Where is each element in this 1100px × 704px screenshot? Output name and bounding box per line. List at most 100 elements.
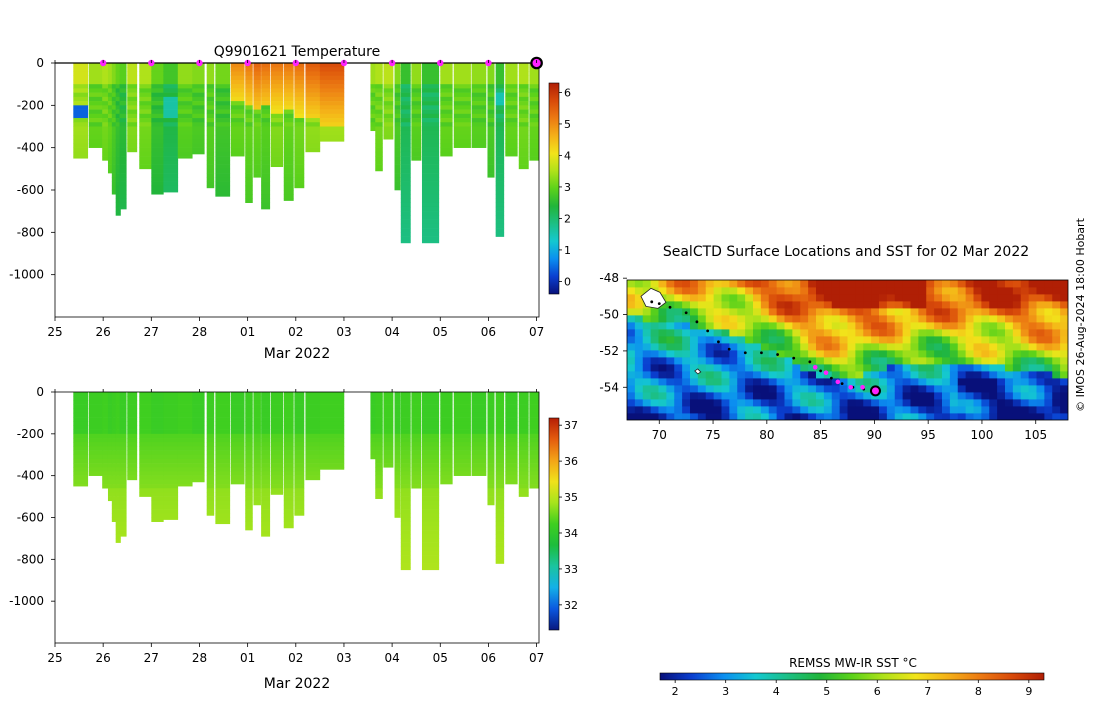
salinity-cell <box>400 517 411 522</box>
salinity-cell <box>115 479 121 485</box>
salinity-cell <box>383 404 394 410</box>
temperature-cell <box>411 92 422 98</box>
salinity-cell <box>370 433 376 439</box>
sst-cell <box>650 280 659 288</box>
salinity-cell <box>270 446 284 451</box>
sst-cell <box>627 378 636 386</box>
salinity-cell <box>245 396 253 401</box>
temperature-cell <box>206 168 215 174</box>
x-tick-label: 26 <box>96 651 111 665</box>
salinity-cell <box>283 509 294 514</box>
temperature-cell <box>107 151 114 157</box>
temperature-cell <box>253 122 261 127</box>
salinity-cell <box>215 471 231 476</box>
track-point <box>695 320 699 324</box>
salinity-cell <box>394 446 401 451</box>
salinity-cell <box>421 438 440 443</box>
sst-cell <box>634 336 644 344</box>
sst-cell <box>934 406 943 414</box>
salinity-heatmap <box>73 392 539 571</box>
salinity-cell <box>440 429 453 435</box>
temperature-cell <box>518 88 529 93</box>
sst-cell <box>997 371 1006 379</box>
salinity-cell <box>253 484 261 489</box>
salinity-cell <box>119 442 127 447</box>
sst-cell <box>989 385 998 393</box>
salinity-cell <box>495 400 505 405</box>
sst-cell <box>855 378 864 386</box>
salinity-cell <box>230 475 245 481</box>
salinity-cell <box>305 400 321 405</box>
sst-cell <box>776 322 785 330</box>
sst-cell <box>816 399 825 407</box>
temperature-cell <box>253 92 261 98</box>
temperature-cell <box>375 101 383 106</box>
salinity-cell <box>394 400 401 405</box>
temperature-cell <box>151 190 164 195</box>
temperature-cell <box>375 96 383 102</box>
temperature-cell <box>177 101 193 106</box>
sst-cell <box>658 357 667 365</box>
salinity-cell <box>529 429 539 435</box>
temperature-cell <box>440 79 453 85</box>
sst-cell <box>989 336 998 344</box>
salinity-cell <box>495 404 505 410</box>
temperature-cell <box>206 63 215 68</box>
sst-cell <box>910 308 919 316</box>
sst-cell <box>910 350 919 358</box>
sst-cell <box>682 392 691 400</box>
salinity-cell <box>119 517 127 522</box>
temperature-cell <box>319 122 345 127</box>
sst-cell <box>792 378 801 386</box>
salinity-cell <box>283 521 294 527</box>
sst-cell <box>871 329 880 337</box>
salinity-cell <box>73 404 89 410</box>
temperature-cell <box>119 122 127 127</box>
sst-cell <box>1060 322 1068 330</box>
sst-cell <box>642 357 652 365</box>
salinity-cell <box>505 433 518 439</box>
sst-cell <box>721 315 730 323</box>
sst-cell <box>871 336 880 344</box>
salinity-cell <box>294 504 305 510</box>
salinity-cell <box>453 396 471 401</box>
sst-cell <box>674 413 683 420</box>
salinity-cell <box>245 433 253 439</box>
salinity-cell <box>215 492 231 497</box>
temperature-cell <box>400 101 411 106</box>
sst-cell <box>650 371 659 379</box>
salinity-cell <box>102 467 109 472</box>
temperature-cell <box>261 156 271 161</box>
temperature-cell <box>107 139 114 144</box>
sst-cell <box>792 385 801 393</box>
temperature-cell <box>421 75 440 81</box>
sst-cell <box>682 413 691 420</box>
salinity-cell <box>163 396 179 401</box>
sst-cell <box>981 392 990 400</box>
temperature-cell <box>294 156 305 161</box>
salinity-cell <box>495 450 505 456</box>
temperature-cell <box>394 185 401 191</box>
salinity-cell <box>487 484 495 489</box>
sst-cell <box>886 343 896 351</box>
salinity-cell <box>400 429 411 435</box>
salinity-cell <box>163 442 179 447</box>
sst-cell <box>1060 329 1068 337</box>
temperature-cell <box>177 63 193 68</box>
track-profile-marker <box>823 370 829 376</box>
salinity-cell <box>270 458 284 464</box>
temperature-cell <box>471 101 487 106</box>
sst-cell <box>949 329 959 337</box>
salinity-cell <box>163 425 179 430</box>
sst-cell <box>713 343 722 351</box>
temperature-cell <box>192 143 205 148</box>
sst-cell <box>855 343 864 351</box>
salinity-cell <box>294 458 305 464</box>
sst-cell <box>926 301 935 309</box>
temperature-cell <box>253 130 261 136</box>
salinity-cell <box>421 563 440 568</box>
temperature-cell <box>283 190 294 195</box>
sst-cell <box>721 343 730 351</box>
sst-cell <box>713 322 722 330</box>
sst-cell <box>831 392 841 400</box>
